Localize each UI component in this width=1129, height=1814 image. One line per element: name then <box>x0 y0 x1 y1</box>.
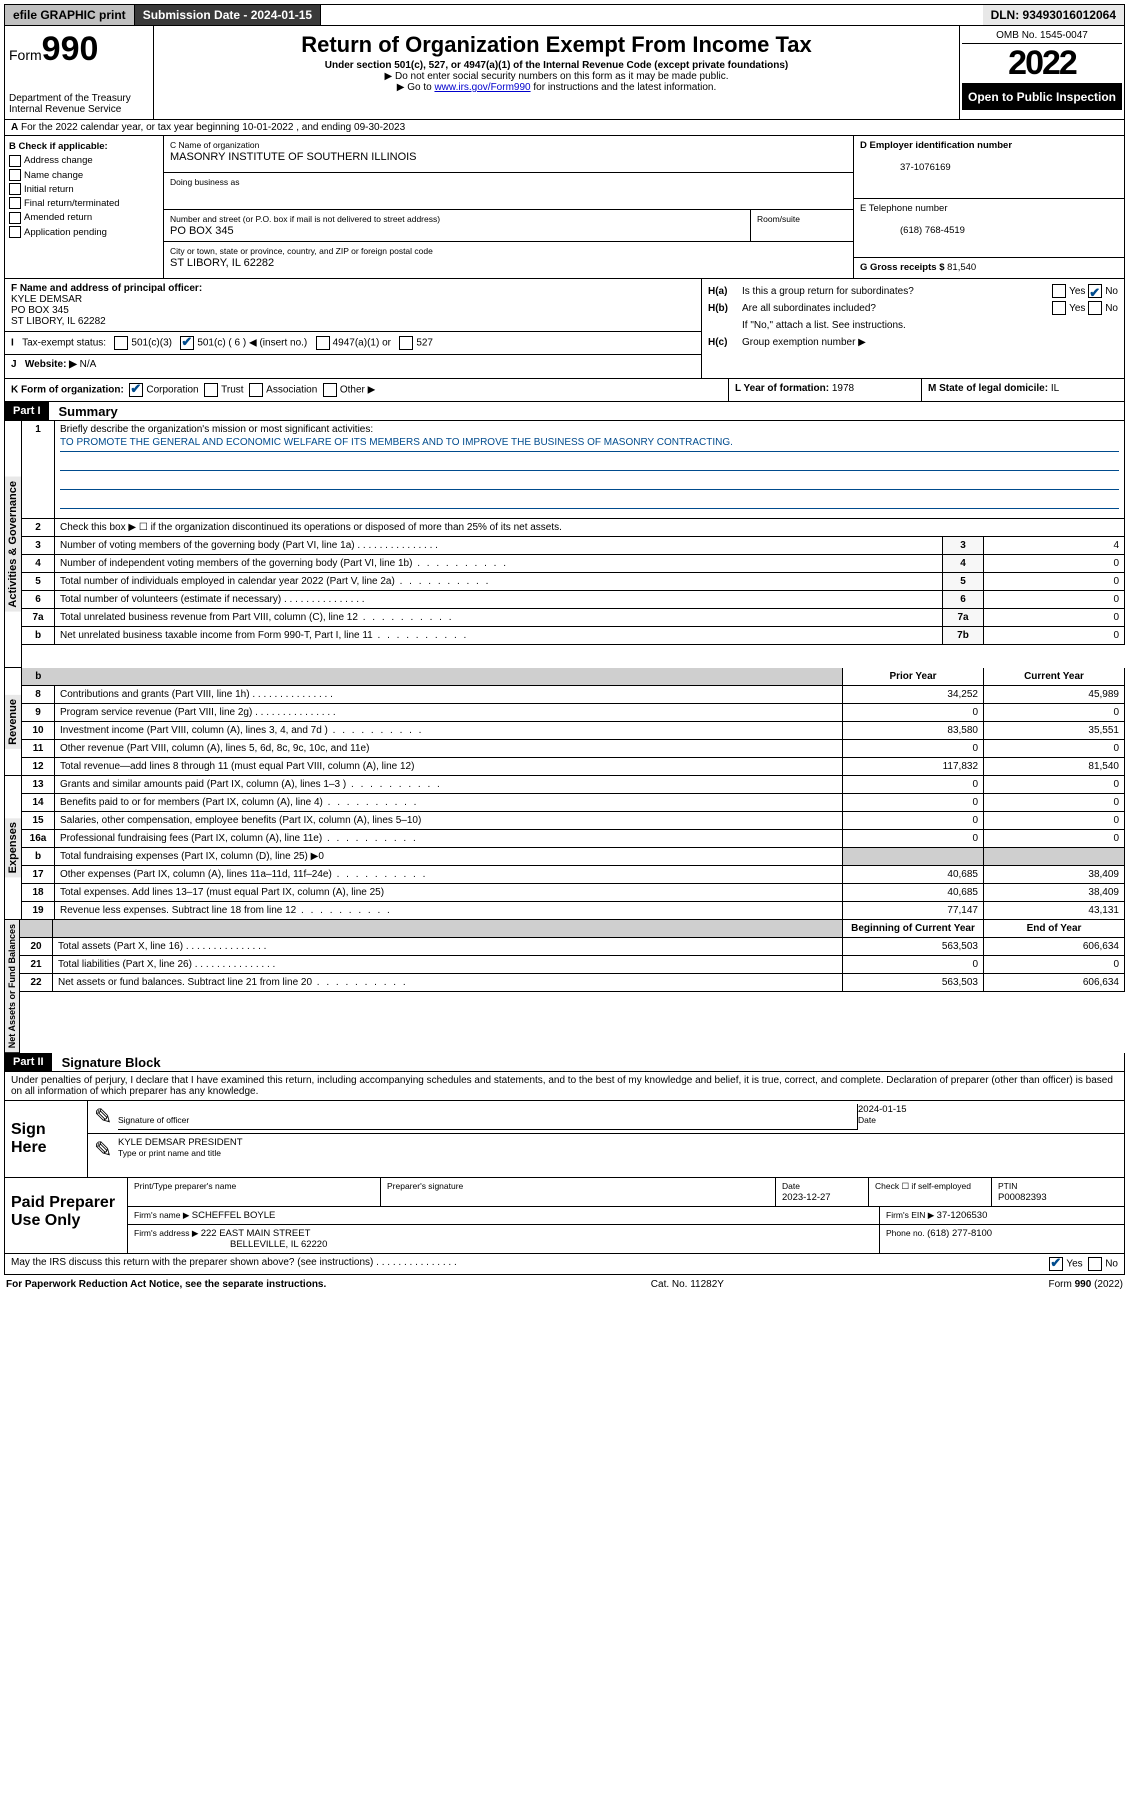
page-footer: For Paperwork Reduction Act Notice, see … <box>4 1275 1125 1294</box>
dba-cell: Doing business as <box>164 173 853 210</box>
form-title: Return of Organization Exempt From Incom… <box>158 32 955 58</box>
tax-year: 2022 <box>962 44 1122 84</box>
org-name: MASONRY INSTITUTE OF SOUTHERN ILLINOIS <box>170 151 417 163</box>
may-irs-discuss: May the IRS discuss this return with the… <box>4 1254 1125 1275</box>
ein-cell: D Employer identification number 37-1076… <box>854 136 1124 199</box>
vert-governance: Activities & Governance <box>5 477 21 612</box>
row-k: K Form of organization: Corporation Trus… <box>4 379 1125 402</box>
subtitle-2: ▶ Do not enter social security numbers o… <box>158 71 955 82</box>
form-number: Form990 <box>9 30 149 69</box>
irs-label: Internal Revenue Service <box>9 104 149 115</box>
efile-print-button[interactable]: efile GRAPHIC print <box>5 5 135 25</box>
vert-expenses: Expenses <box>5 818 21 877</box>
vert-revenue: Revenue <box>5 695 21 749</box>
city-cell: City or town, state or province, country… <box>164 242 853 278</box>
part2-header: Part II Signature Block <box>4 1053 1125 1072</box>
top-bar: efile GRAPHIC print Submission Date - 20… <box>4 4 1125 26</box>
omb-number: OMB No. 1545-0047 <box>962 28 1122 44</box>
dln: DLN: 93493016012064 <box>983 5 1124 25</box>
submission-date: Submission Date - 2024-01-15 <box>135 5 321 25</box>
paid-preparer-block: Paid Preparer Use Only Print/Type prepar… <box>4 1178 1125 1254</box>
vert-net-assets: Net Assets or Fund Balances <box>5 920 19 1052</box>
dept-treasury: Department of the Treasury <box>9 93 149 104</box>
section-a-tax-year: A For the 2022 calendar year, or tax yea… <box>4 120 1125 136</box>
declaration: Under penalties of perjury, I declare th… <box>4 1072 1125 1101</box>
form-header: Form990 Department of the Treasury Inter… <box>4 26 1125 120</box>
room-cell: Room/suite <box>750 210 853 241</box>
part1-header: Part I Summary <box>4 402 1125 421</box>
sign-here-block: Sign Here ✎ Signature of officer 2024-01… <box>4 1101 1125 1178</box>
col-b-checkboxes: B Check if applicable: Address change Na… <box>5 136 164 278</box>
row-f-h: F Name and address of principal officer:… <box>4 279 1125 379</box>
irs-link[interactable]: www.irs.gov/Form990 <box>434 82 530 93</box>
street-cell: Number and street (or P.O. box if mail i… <box>164 210 750 241</box>
subtitle-3: ▶ Go to www.irs.gov/Form990 for instruct… <box>158 82 955 93</box>
telephone-cell: E Telephone number (618) 768-4519 <box>854 199 1124 258</box>
gross-receipts-cell: G Gross receipts $ 81,540 <box>854 258 1124 277</box>
subtitle-1: Under section 501(c), 527, or 4947(a)(1)… <box>158 60 955 71</box>
info-block: B Check if applicable: Address change Na… <box>4 136 1125 279</box>
open-to-public: Open to Public Inspection <box>962 84 1122 110</box>
org-name-cell: C Name of organization MASONRY INSTITUTE… <box>164 136 853 173</box>
